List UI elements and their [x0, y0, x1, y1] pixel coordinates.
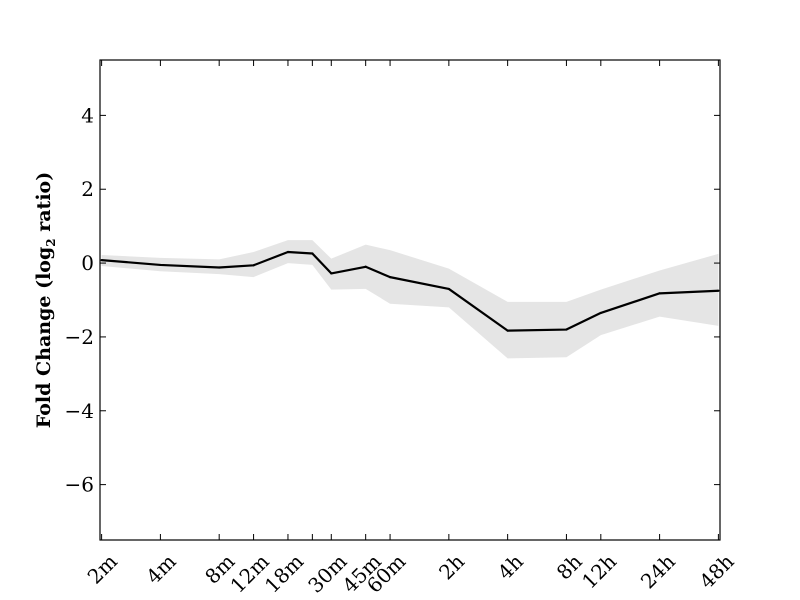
x-tick-label: 4h — [493, 549, 528, 584]
y-tick-label: −6 — [65, 473, 94, 497]
data-point — [388, 276, 392, 279]
x-tick-label: 48h — [695, 549, 739, 593]
y-tick-label: 0 — [81, 251, 94, 275]
confidence-band — [101, 240, 719, 359]
data-point — [330, 272, 333, 275]
x-tick-label: 2h — [434, 549, 469, 584]
x-tick-label: 4m — [141, 549, 180, 588]
y-axis-label: Fold Change (log2 ratio) — [33, 172, 58, 428]
data-point — [100, 259, 103, 262]
data-point — [218, 266, 221, 269]
x-tick-label: 12h — [577, 549, 621, 593]
y-tick-label: 4 — [81, 103, 94, 127]
data-point — [506, 329, 509, 332]
y-tick-label: 2 — [81, 177, 94, 201]
data-point — [252, 264, 255, 267]
x-tick-label: 2m — [83, 549, 122, 588]
y-tick-label: −4 — [65, 399, 94, 423]
data-point — [364, 265, 367, 268]
data-point — [599, 311, 602, 315]
data-point — [159, 263, 162, 267]
plot-frame — [99, 59, 721, 541]
x-tick-label: 24h — [636, 549, 680, 593]
data-point — [717, 289, 720, 292]
data-point — [447, 287, 450, 291]
data-point — [286, 250, 290, 254]
x-tick-label: 18m — [260, 549, 308, 597]
y-tick-label: −2 — [65, 325, 94, 349]
data-point — [565, 328, 568, 331]
data-point — [311, 252, 314, 255]
data-point — [658, 292, 661, 295]
